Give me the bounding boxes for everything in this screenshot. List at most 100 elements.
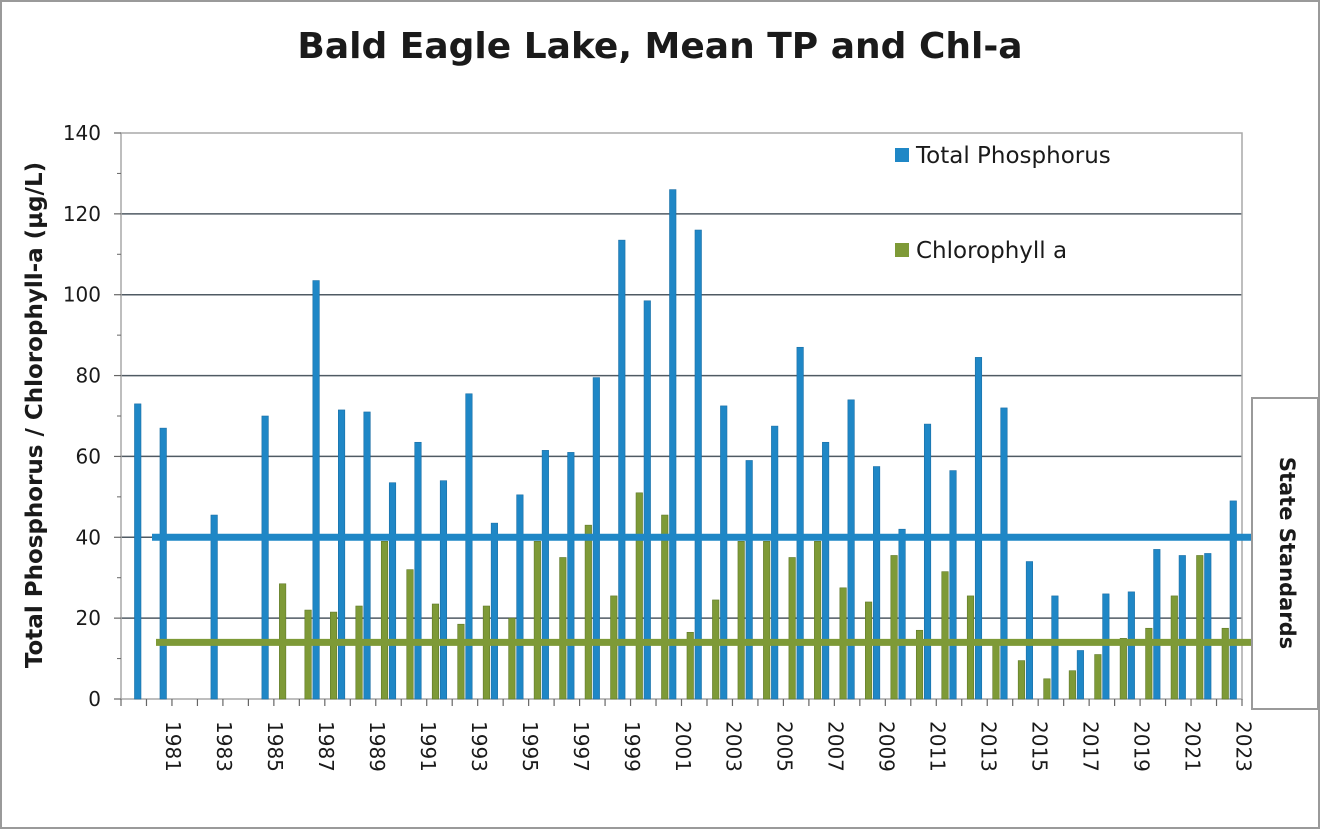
bar-total-phosphorus-2009	[873, 466, 881, 700]
x-tick-label: 1987	[314, 721, 338, 772]
x-tick-label: 1999	[620, 721, 644, 772]
x-tick-label: 2001	[671, 721, 695, 772]
bar-total-phosphorus-2013	[974, 357, 983, 700]
bar-total-phosphorus-2012	[949, 470, 957, 700]
bar-total-phosphorus-1981	[159, 427, 167, 700]
legend-swatch-total-phosphorus	[895, 148, 909, 162]
bar-chlorophyll-a-2006	[788, 557, 796, 700]
x-tick-label: 2007	[824, 721, 848, 772]
bar-total-phosphorus-1994	[490, 522, 498, 700]
bar-chlorophyll-a-1988	[330, 611, 338, 700]
y-axis-ticks: 0 20 40 60 80 100 120 140	[63, 121, 121, 711]
x-tick-label: 2009	[875, 721, 899, 772]
bar-chlorophyll-a-1998	[584, 524, 592, 700]
bar-chlorophyll-a-2022	[1196, 555, 1204, 700]
y-tick-label: 80	[76, 364, 101, 388]
bar-total-phosphorus-1983	[210, 514, 218, 700]
bar-total-phosphorus-2023	[1229, 500, 1237, 700]
chart-title: Bald Eagle Lake, Mean TP and Chl-a	[297, 26, 1022, 67]
x-tick-label: 2003	[722, 721, 746, 772]
bar-chlorophyll-a-1991	[406, 569, 414, 700]
bar-chlorophyll-a-2003	[712, 599, 720, 700]
bar-chlorophyll-a-2021	[1170, 595, 1178, 700]
y-tick-label: 60	[76, 444, 101, 468]
legend-swatch-chlorophyll-a	[895, 243, 909, 257]
bar-total-phosphorus-2004	[745, 460, 753, 700]
bar-chlorophyll-a-1994	[482, 605, 490, 700]
bar-total-phosphorus-2018	[1102, 593, 1110, 700]
bar-total-phosphorus-1992	[439, 480, 448, 700]
bar-chlorophyll-a-2012	[941, 571, 949, 700]
bar-chlorophyll-a-2000	[635, 492, 643, 700]
bar-chlorophyll-a-1992	[431, 603, 440, 700]
y-tick-label: 100	[63, 283, 101, 307]
bar-total-phosphorus-1991	[414, 441, 422, 700]
bar-chlorophyll-a-1990	[380, 541, 389, 700]
y-tick-label: 20	[76, 606, 101, 630]
x-tick-label: 1985	[263, 721, 287, 772]
x-tick-label: 2017	[1078, 721, 1102, 772]
y-axis-label: Total Phosphorus / Chlorophyll-a (µg/L)	[22, 162, 48, 668]
x-tick-label: 1983	[212, 721, 236, 772]
bar-total-phosphorus-2002	[694, 229, 702, 700]
y-tick-label: 120	[63, 202, 101, 226]
state-standards-label: State Standards	[1275, 457, 1299, 649]
bar-total-phosphorus-1989	[363, 411, 371, 700]
bar-total-phosphorus-2001	[669, 189, 677, 700]
bar-chlorophyll-a-2019	[1119, 638, 1127, 700]
bar-total-phosphorus-1999	[618, 239, 626, 700]
x-tick-label: 2019	[1129, 721, 1153, 772]
bar-chlorophyll-a-2004	[737, 541, 745, 700]
bar-chlorophyll-a-2002	[686, 631, 694, 700]
bar-chlorophyll-a-1993	[457, 623, 465, 700]
y-tick-label: 0	[88, 687, 101, 711]
bar-chlorophyll-a-2010	[890, 555, 898, 700]
x-axis-ticks: 1981 1983 1985 1987 1989 1991 1993 1995 1997 1999…	[120, 699, 1255, 772]
bar-chlorophyll-a-2016	[1043, 678, 1051, 700]
x-tick-label: 2023	[1231, 721, 1255, 772]
bar-total-phosphorus-1996	[541, 450, 549, 700]
bar-chlorophyll-a-2013	[966, 595, 975, 700]
y-tick-label: 40	[76, 525, 101, 549]
bar-total-phosphorus-1987	[312, 280, 320, 700]
x-tick-label: 1991	[416, 721, 440, 772]
bar-total-phosphorus-1980	[134, 403, 142, 700]
bar-total-phosphorus-2005	[771, 425, 779, 700]
bar-total-phosphorus-2014	[1000, 407, 1008, 700]
bar-chlorophyll-a-1996	[533, 541, 541, 700]
bar-total-phosphorus-1993	[465, 393, 473, 700]
bar-total-phosphorus-2020	[1153, 549, 1161, 700]
bar-total-phosphorus-2000	[643, 300, 651, 700]
bar-chlorophyll-a-2005	[763, 541, 771, 700]
state-standards-box-border	[1251, 397, 1319, 710]
bar-chlorophyll-a-2007	[814, 541, 822, 700]
bar-chlorophyll-a-2023	[1221, 627, 1229, 700]
x-tick-label: 1981	[161, 721, 185, 772]
bar-chlorophyll-a-2015	[1017, 660, 1025, 700]
bar-total-phosphorus-2021	[1178, 555, 1186, 700]
bar-chlorophyll-a-2018	[1094, 654, 1102, 700]
bar-chlorophyll-a-2009	[865, 601, 873, 700]
bar-chlorophyll-a-1995	[508, 617, 516, 700]
bar-total-phosphorus-2017	[1076, 650, 1084, 700]
legend-label-total-phosphorus: Total Phosphorus	[915, 143, 1111, 169]
bar-total-phosphorus-2006	[796, 346, 804, 700]
reference-lines	[152, 533, 1256, 646]
x-tick-label: 2013	[976, 721, 1000, 772]
bar-chlorophyll-a-1999	[610, 595, 618, 700]
bar-chlorophyll-a-1987	[304, 609, 312, 700]
x-tick-label: 1993	[467, 721, 491, 772]
x-tick-label: 2015	[1027, 721, 1051, 772]
bar-total-phosphorus-2008	[847, 399, 855, 700]
bar-total-phosphorus-2007	[822, 441, 830, 700]
bar-total-phosphorus-1995	[516, 494, 524, 700]
x-tick-label: 2011	[926, 721, 950, 772]
state-standards-box: State Standards	[1251, 397, 1319, 710]
bar-chlorophyll-a-2001	[661, 514, 669, 700]
bar-chlorophyll-a-1989	[355, 605, 363, 700]
bar-chlorophyll-a-2014	[992, 642, 1000, 700]
bar-total-phosphorus-1997	[567, 452, 575, 700]
x-tick-label: 1995	[518, 721, 542, 772]
